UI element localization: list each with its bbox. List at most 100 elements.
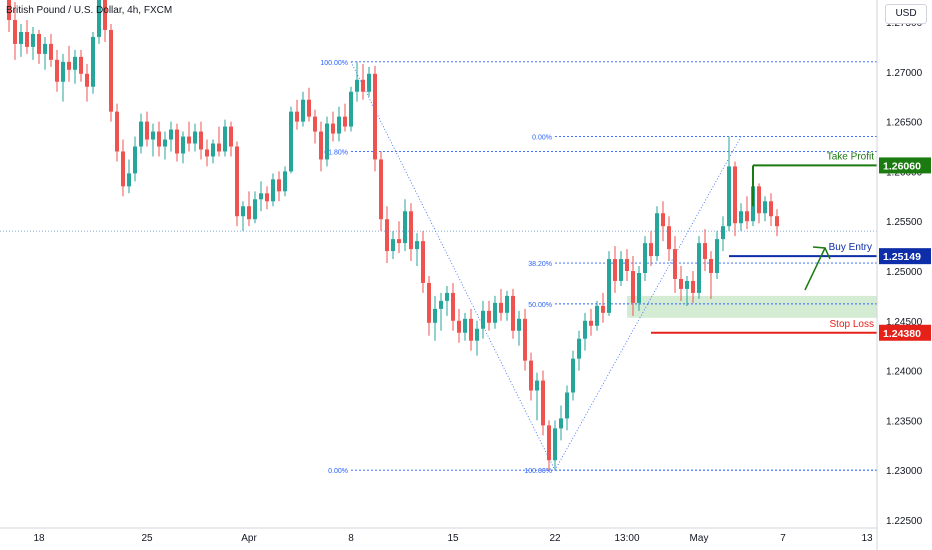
candle-body xyxy=(409,211,413,250)
candle-body xyxy=(691,280,695,293)
candle-body xyxy=(517,318,521,331)
candle-body xyxy=(271,179,275,202)
candle-body xyxy=(439,300,443,309)
price-tick-label: 1.23000 xyxy=(886,466,923,477)
candle-body xyxy=(667,226,671,250)
candle-body xyxy=(37,33,41,54)
candle-body xyxy=(205,149,209,157)
candle-body xyxy=(229,126,233,147)
candle-body xyxy=(613,259,617,281)
candle-body xyxy=(73,56,77,70)
fib-trend-line xyxy=(350,61,556,471)
candle-body xyxy=(391,239,395,252)
candle-body xyxy=(181,136,185,154)
fib-level-label: 38.20% xyxy=(528,261,552,268)
candle-body xyxy=(655,213,659,257)
candle-body xyxy=(253,199,257,220)
candle-body xyxy=(355,79,359,92)
candle-body xyxy=(673,249,677,279)
candle-body xyxy=(775,216,779,227)
time-tick-label: 22 xyxy=(549,533,561,544)
candle-body xyxy=(727,166,731,227)
candle-body xyxy=(763,201,767,214)
fib-trend-line xyxy=(554,136,742,471)
time-tick-label: 15 xyxy=(447,533,459,544)
candle-body xyxy=(697,243,701,293)
currency-button[interactable]: USD xyxy=(885,4,927,24)
candle-body xyxy=(637,272,641,303)
candle-body xyxy=(589,320,593,326)
candle-body xyxy=(217,143,221,152)
candle-body xyxy=(757,186,761,214)
projection-arrow-head xyxy=(812,246,831,260)
candle-body xyxy=(661,213,665,227)
candle-body xyxy=(169,129,173,140)
candle-body xyxy=(97,0,101,37)
candle-body xyxy=(103,0,107,30)
candle-body xyxy=(535,380,539,391)
stop-loss-label: Stop Loss xyxy=(830,319,874,330)
candle-body xyxy=(133,146,137,174)
candle-body xyxy=(397,239,401,244)
candle-body xyxy=(241,206,245,217)
price-tick-label: 1.24500 xyxy=(886,317,923,328)
take-profit-label: Take Profit xyxy=(827,151,874,162)
candle-body xyxy=(679,278,683,289)
price-tick-label: 1.26500 xyxy=(886,118,923,129)
candle-body xyxy=(265,193,269,202)
candle-body xyxy=(301,99,305,122)
candle-body xyxy=(583,320,587,339)
candle-body xyxy=(25,31,29,47)
candle-body xyxy=(235,146,239,217)
time-tick-label: Apr xyxy=(241,533,257,544)
candle-body xyxy=(601,305,605,313)
candle-body xyxy=(67,61,71,70)
candle-body xyxy=(325,123,329,160)
price-tick-label: 1.24000 xyxy=(886,367,923,378)
candle-body xyxy=(709,259,713,273)
candle-body xyxy=(505,295,509,313)
candle-body xyxy=(499,302,503,313)
candle-body xyxy=(403,211,407,244)
trade-levels-layer: Take Profit Buy Entry Stop Loss xyxy=(651,151,877,334)
candle-body xyxy=(487,310,491,323)
candle-body xyxy=(559,418,563,429)
candle-body xyxy=(343,116,347,127)
candle-body xyxy=(715,239,719,273)
candle-body xyxy=(619,259,623,281)
candle-body xyxy=(577,338,581,359)
candle-body xyxy=(541,380,545,426)
candle-body xyxy=(553,428,557,461)
fib-level-label: 100.00% xyxy=(524,468,552,475)
candle-body xyxy=(151,131,155,140)
candle-body xyxy=(259,193,263,200)
buy-entry-price-tag-text: 1.25149 xyxy=(883,251,921,263)
time-tick-label: 13:00 xyxy=(614,533,639,544)
candle-body xyxy=(367,73,371,92)
time-tick-label: 25 xyxy=(141,533,153,544)
candle-body xyxy=(55,59,59,82)
fib-level-label: 61.80% xyxy=(324,149,348,156)
candle-body xyxy=(733,166,737,224)
candle-body xyxy=(115,111,119,152)
candle-body xyxy=(127,173,131,187)
candle-body xyxy=(433,308,437,323)
time-tick-label: 8 xyxy=(348,533,354,544)
candles-layer xyxy=(7,0,779,471)
candle-body xyxy=(13,20,17,44)
candle-body xyxy=(607,259,611,313)
candle-body xyxy=(319,131,323,160)
candle-body xyxy=(421,241,425,283)
candle-body xyxy=(193,131,197,144)
candle-body xyxy=(739,211,743,224)
candle-body xyxy=(475,328,479,341)
stop-loss-price-tag-text: 1.24380 xyxy=(883,328,921,340)
candle-body xyxy=(427,282,431,323)
candle-body xyxy=(109,29,113,112)
candle-body xyxy=(85,73,89,87)
candle-body xyxy=(295,111,299,122)
fib-level-label: 0.00% xyxy=(532,135,552,142)
candle-body xyxy=(721,226,725,240)
candle-body xyxy=(91,36,95,87)
